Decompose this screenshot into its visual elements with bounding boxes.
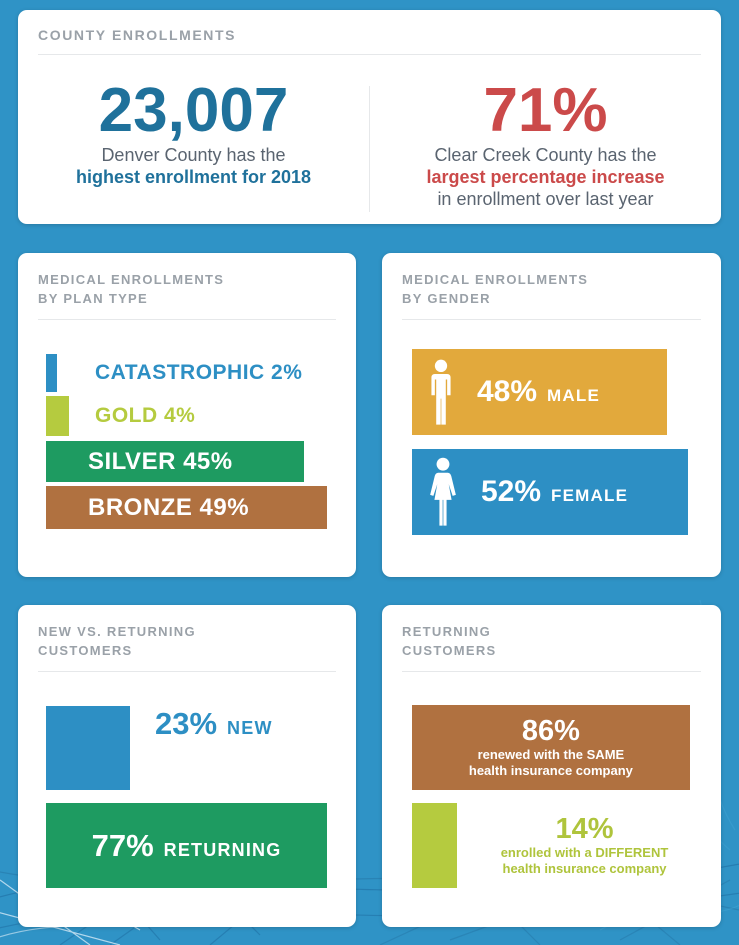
clear-creek-caption-line1: Clear Creek County has the: [434, 145, 657, 165]
stat-clear-creek-county: 71% Clear Creek County has the largest p…: [370, 72, 721, 224]
title-divider: [402, 319, 701, 320]
bar-bronze: BRONZE 49%: [46, 486, 327, 529]
female-bar-text: 52% FEMALE: [481, 475, 628, 509]
male-icon: [431, 359, 451, 425]
county-stats-row: 23,007 Denver County has the highest enr…: [18, 72, 721, 224]
clear-creek-caption-line3: in enrollment over last year: [437, 189, 654, 209]
denver-caption-line2: highest enrollment for 2018: [75, 167, 312, 187]
gender-title-line1: MEDICAL ENROLLMENTS: [402, 272, 589, 287]
new-vs-returning-card-title: NEW VS. RETURNING CUSTOMERS: [18, 605, 356, 660]
bar-male: 48% MALE: [412, 349, 667, 435]
gender-card: MEDICAL ENROLLMENTS BY GENDER 48% MALE 5…: [382, 253, 721, 577]
male-label: MALE: [547, 386, 601, 405]
male-bar-text: 48% MALE: [477, 375, 600, 409]
returning-bar-text: 77% RETURNING: [92, 828, 282, 864]
new-label: NEW: [227, 718, 273, 738]
same-company-line1: renewed with the SAME: [477, 747, 625, 762]
new-bar-text: 23% NEW: [155, 706, 273, 790]
title-divider: [38, 319, 336, 320]
female-label: FEMALE: [551, 486, 629, 505]
bar-different-company: [412, 803, 458, 888]
bar-new: [46, 706, 130, 790]
bar-female: 52% FEMALE: [412, 449, 689, 535]
stats-vertical-divider: [369, 86, 370, 212]
returning-label: RETURNING: [163, 839, 282, 860]
female-icon: [430, 457, 456, 526]
title-divider: [402, 671, 701, 672]
bar-label-bronze: BRONZE 49%: [88, 493, 250, 521]
new-returning-title-line1: NEW VS. RETURNING: [38, 624, 196, 639]
stat-denver-county: 23,007 Denver County has the highest enr…: [18, 72, 369, 224]
returning-customers-card-title: RETURNING CUSTOMERS: [382, 605, 721, 660]
returning-customers-card: RETURNING CUSTOMERS 86% renewed with the…: [382, 605, 721, 927]
plan-type-card-title: MEDICAL ENROLLMENTS BY PLAN TYPE: [18, 253, 356, 308]
bar-gold: [46, 396, 69, 436]
bar-label-silver: SILVER 45%: [88, 447, 233, 475]
new-returning-title-line2: CUSTOMERS: [38, 643, 133, 658]
female-percentage: 52%: [481, 475, 542, 508]
plan-type-title-line2: BY PLAN TYPE: [38, 291, 148, 306]
bar-silver: SILVER 45%: [46, 441, 304, 482]
same-company-percentage: 86%: [521, 715, 580, 747]
different-company-line2: health insurance company: [502, 861, 667, 876]
bar-returning: 77% RETURNING: [46, 803, 328, 888]
denver-enrollment-value: 23,007: [98, 76, 289, 145]
bar-label-catastrophic: CATASTROPHIC 2%: [95, 361, 303, 384]
male-percentage: 48%: [477, 375, 538, 408]
bar-label-gold: GOLD 4%: [95, 404, 196, 427]
bar-same-company: 86% renewed with the SAME health insuran…: [412, 705, 690, 790]
returning-customers-title-line2: CUSTOMERS: [402, 643, 497, 658]
new-percentage: 23%: [155, 706, 218, 741]
gender-title-line2: BY GENDER: [402, 291, 491, 306]
plan-type-card: MEDICAL ENROLLMENTS BY PLAN TYPE CATASTR…: [18, 253, 356, 577]
returning-percentage: 77%: [91, 827, 154, 863]
county-enrollments-card: COUNTY ENROLLMENTS 23,007 Denver County …: [18, 10, 721, 224]
title-divider: [38, 671, 336, 672]
same-company-line2: health insurance company: [468, 763, 633, 778]
bar-catastrophic: [46, 354, 58, 392]
title-divider: [38, 54, 701, 55]
denver-caption-line1: Denver County has the: [101, 145, 286, 165]
clear-creek-caption-line2: largest percentage increase: [426, 167, 665, 187]
different-company-line1: enrolled with a DIFFERENT: [500, 845, 669, 860]
gender-card-title: MEDICAL ENROLLMENTS BY GENDER: [382, 253, 721, 308]
different-company-percentage: 14%: [555, 813, 614, 845]
clear-creek-increase-value: 71%: [483, 76, 608, 145]
new-vs-returning-card: NEW VS. RETURNING CUSTOMERS 23% NEW 77% …: [18, 605, 356, 927]
county-card-title: COUNTY ENROLLMENTS: [38, 27, 237, 43]
different-company-text: 14% enrolled with a DIFFERENT health ins…: [462, 803, 707, 888]
plan-type-title-line1: MEDICAL ENROLLMENTS: [38, 272, 225, 287]
returning-customers-title-line1: RETURNING: [402, 624, 491, 639]
